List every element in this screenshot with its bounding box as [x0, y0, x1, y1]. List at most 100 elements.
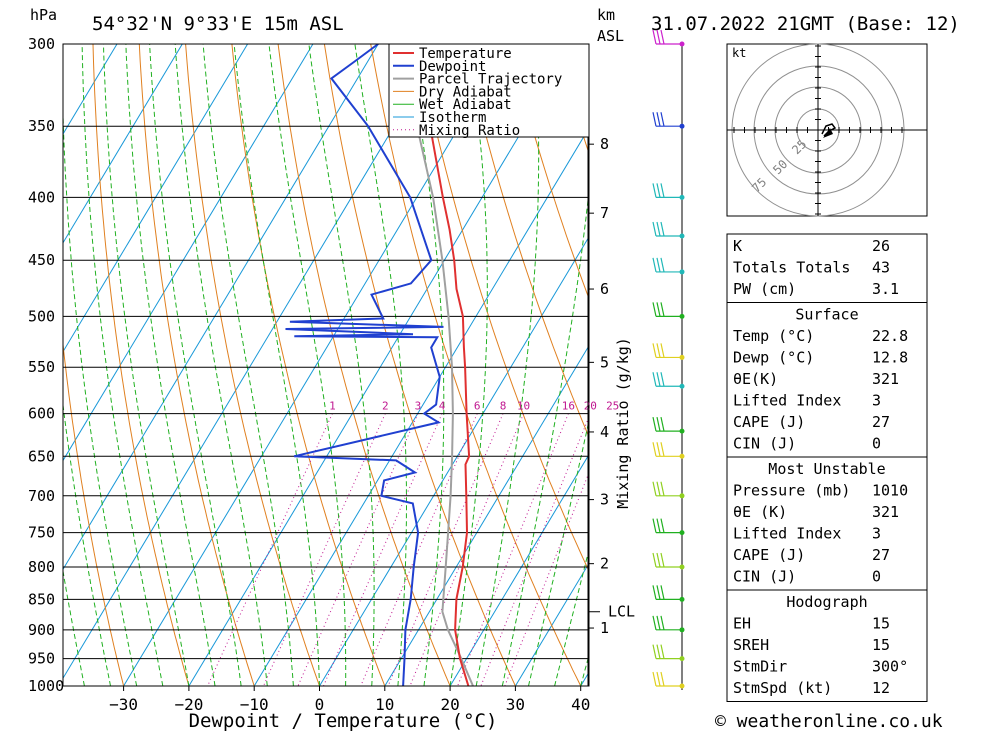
most-unstable-indices-box [726, 456, 928, 591]
most-unstable-indices-label: Lifted Index [733, 525, 841, 543]
km-tick-label: 2 [600, 555, 609, 573]
mixing-ratio-line [457, 413, 569, 686]
mixing-ratio-line [387, 413, 504, 686]
dry-adiabat-line [973, 44, 1000, 686]
isotherm-line [449, 453, 589, 686]
pressure-tick-label: 800 [28, 558, 55, 576]
most-unstable-indices-label: CAPE (J) [733, 546, 805, 564]
mixing-ratio-line [360, 413, 478, 686]
general-indices-label: PW (cm) [733, 280, 796, 298]
hodograph-indices-value: 300° [872, 658, 908, 676]
pressure-tick-label: 750 [28, 524, 55, 542]
temperature-line [422, 44, 471, 686]
wind-barb-flag [660, 442, 665, 457]
pressure-tick-label: 900 [28, 621, 55, 639]
surface-indices-title: Surface [795, 306, 858, 324]
most-unstable-indices-value: 3 [872, 525, 881, 543]
wind-barb-point [679, 383, 685, 389]
wind-barb-point [679, 530, 685, 536]
mixing-ratio-line [409, 413, 525, 686]
mixing-ratio-labels: 1 2 3 4 6 8 10 16 20 25 [329, 400, 619, 413]
mixing-ratio-label: 2 [382, 400, 389, 413]
pressure-tick-labels: 300 350 400 450 500 550 600 650 700 750 800 850 900 9… [28, 35, 64, 695]
wind-barb-flag [660, 585, 665, 600]
wind-barb-flag [652, 372, 657, 387]
wet-adiabat-line [449, 44, 488, 686]
temperature-tick-labels: −30 −20 −10 0 10 20 30 40 [109, 686, 590, 714]
surface-indices-label: Dewp (°C) [733, 349, 814, 367]
surface-indices-label: CIN (J) [733, 435, 796, 453]
wind-barb-flag [652, 518, 657, 533]
dry-adiabat-line [63, 340, 125, 686]
wind-barb-flag [656, 518, 661, 533]
km-unit-label: km [597, 6, 615, 24]
lcl-label: LCL [608, 603, 635, 621]
most-unstable-indices-value: 27 [872, 546, 890, 564]
dry-adiabat-line [462, 44, 589, 439]
surface-indices-value: 12.8 [872, 349, 908, 367]
wind-barb-flag [656, 112, 661, 127]
km-tick-label: 8 [600, 135, 609, 153]
wet-adiabat-line [202, 44, 294, 686]
most-unstable-indices-value: 321 [872, 503, 899, 521]
mixing-ratio-line [207, 413, 333, 686]
location-label: 54°32'N 9°33'E 15m ASL [92, 13, 344, 35]
x-axis-label: Dewpoint / Temperature (°C) [189, 710, 498, 732]
wind-barb-flag [660, 112, 665, 127]
surface-indices-value: 27 [872, 413, 890, 431]
most-unstable-indices-label: θE (K) [733, 503, 787, 521]
wet-adiabat-line [354, 44, 407, 686]
wet-adiabat-line [81, 44, 164, 686]
wind-barb-flag [652, 552, 657, 568]
wind-barb-flag [652, 615, 657, 630]
hodograph-indices-label: StmDir [733, 658, 787, 676]
wet-adiabat-line [268, 44, 347, 686]
legend-entry: Dewpoint [419, 59, 486, 75]
mixing-ratio-line [504, 471, 589, 686]
wind-barb-flag [652, 302, 657, 317]
isotherm-line [63, 44, 379, 571]
hodograph-indices-value: 12 [872, 679, 890, 697]
wind-barb-point [679, 627, 685, 633]
wind-barb-point [679, 596, 685, 602]
wind-barb-point [679, 493, 685, 499]
wind-barb-point [679, 123, 685, 129]
wind-barb-point [679, 313, 685, 319]
mixing-ratio-lines [207, 413, 589, 686]
pressure-tick-label: 850 [28, 590, 55, 608]
wind-barb-flag [660, 221, 665, 237]
wind-barb-flag [652, 585, 657, 600]
wind-barb-flag [660, 302, 665, 317]
km-tick-label: 6 [600, 280, 609, 298]
temperature-tick-label: −10 [240, 695, 269, 714]
hodograph-indices-label: SREH [733, 636, 769, 654]
mixing-ratio-line [480, 415, 589, 686]
wind-barb-flag [656, 29, 661, 45]
pressure-tick-label: 700 [28, 487, 55, 505]
mixing-ratio-line [297, 413, 419, 686]
isotherm-line [63, 44, 249, 353]
mixing-ratio-label: 8 [500, 400, 507, 413]
mixing-ratio-label: 4 [439, 400, 446, 413]
wind-barb-point [679, 269, 685, 275]
mixing-ratio-line [323, 413, 443, 686]
wet-adiabat-line [308, 44, 375, 686]
legend-entry: Temperature [419, 46, 512, 62]
wind-barb-point [679, 683, 685, 689]
isotherm-line [63, 44, 444, 680]
mixing-ratio-axis-label: Mixing Ratio (g/kg) [614, 337, 632, 509]
wind-barb-flag [660, 518, 665, 533]
wind-barb-flag [656, 481, 661, 496]
general-indices-value: 26 [872, 237, 890, 255]
pressure-tick-label: 600 [28, 405, 55, 423]
hodograph-indices-box [726, 589, 928, 702]
wind-barb-point [679, 564, 685, 570]
wind-barb-flag [656, 552, 661, 568]
mixing-ratio-label: 1 [329, 400, 336, 413]
wet-adiabat-line [63, 568, 85, 686]
temperature-tick-label: 10 [375, 695, 394, 714]
wind-barb-flag [660, 29, 665, 45]
dewpoint-line [285, 44, 444, 686]
wind-barb-flag [660, 416, 665, 432]
dry-adiabat-line [926, 44, 1000, 686]
